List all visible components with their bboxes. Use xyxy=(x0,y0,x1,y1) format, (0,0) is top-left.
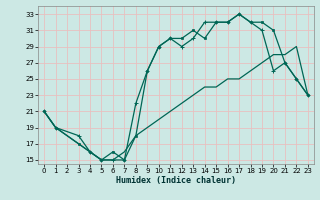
X-axis label: Humidex (Indice chaleur): Humidex (Indice chaleur) xyxy=(116,176,236,185)
